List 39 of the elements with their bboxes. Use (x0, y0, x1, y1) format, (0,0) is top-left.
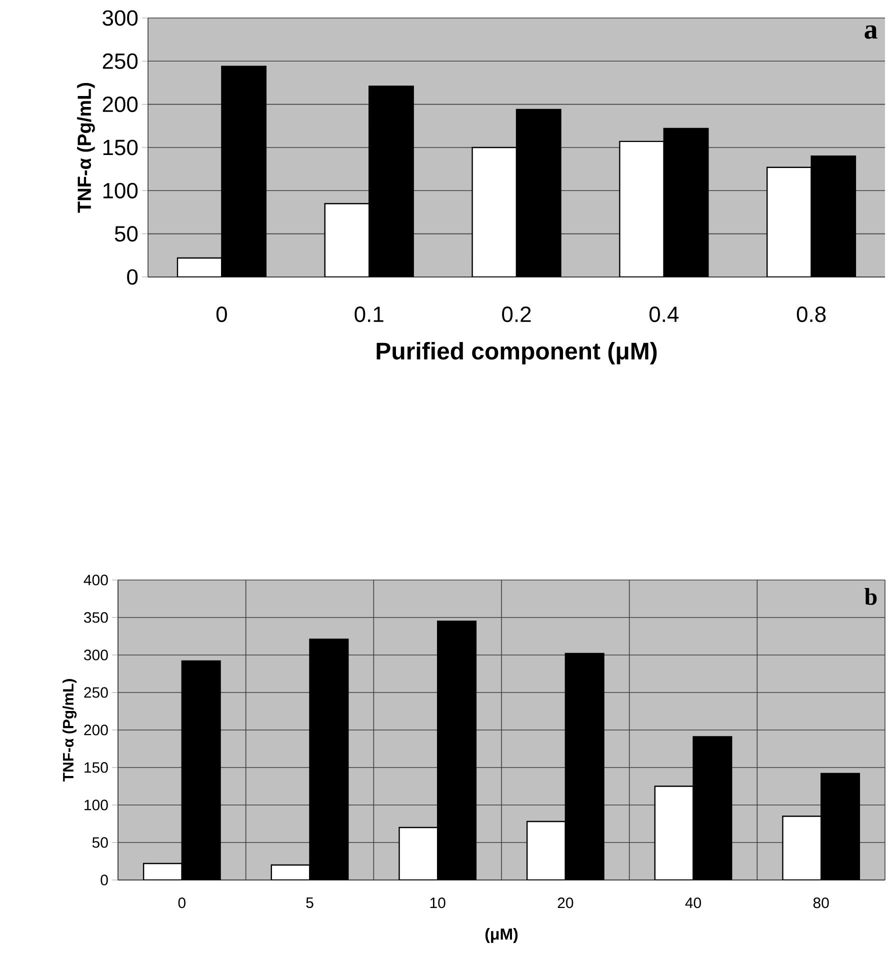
y-tick-label: 200 (102, 96, 138, 112)
bar (270, 864, 310, 880)
bar (398, 826, 438, 880)
y-tick-label: 50 (92, 837, 108, 848)
x-axis-title: Purified component (μM) (376, 342, 657, 364)
y-tick-label: 0 (100, 874, 108, 886)
y-tick-label: 250 (102, 53, 138, 69)
x-tick-label: 0.4 (649, 306, 679, 322)
bar (782, 816, 822, 880)
annotation: a (864, 25, 878, 39)
y-tick-label: 0 (127, 269, 138, 285)
y-tick-label: 150 (84, 762, 108, 773)
y-tick-label: 300 (102, 10, 138, 26)
x-tick-label: 0.1 (354, 306, 384, 322)
x-tick-label: 80 (813, 898, 829, 908)
y-axis-title: TNF-α (Pg/mL) (77, 82, 95, 213)
y-tick-label: 100 (103, 182, 138, 198)
x-tick-label: 20 (558, 898, 574, 908)
y-tick-label: 400 (84, 574, 108, 586)
y-tick-label: 50 (114, 226, 138, 242)
x-tick-label: 0.2 (502, 306, 531, 322)
y-axis-title: TNF-α (Pg/mL) (62, 679, 77, 782)
bar (526, 820, 566, 880)
x-tick-label: 10 (430, 898, 446, 908)
x-tick-label: 0 (216, 306, 227, 322)
y-tick-label: 150 (103, 140, 138, 156)
y-tick-label: 200 (84, 724, 108, 736)
y-tick-label: 250 (84, 687, 108, 698)
y-tick-label: 300 (84, 650, 108, 660)
bar (654, 786, 694, 880)
annotation: b (864, 588, 877, 605)
x-tick-label: 5 (306, 898, 314, 908)
x-tick-label: 0 (178, 898, 186, 908)
bar (142, 862, 183, 880)
x-tick-label: 0.8 (796, 306, 826, 322)
y-tick-label: 100 (84, 800, 108, 810)
x-tick-label: 40 (685, 898, 701, 908)
x-axis-title: (μM) (485, 928, 518, 943)
y-tick-label: 350 (84, 612, 108, 623)
